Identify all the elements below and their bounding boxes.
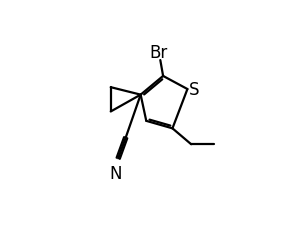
- Text: N: N: [109, 165, 122, 183]
- Text: Br: Br: [149, 44, 168, 62]
- Text: S: S: [189, 81, 199, 99]
